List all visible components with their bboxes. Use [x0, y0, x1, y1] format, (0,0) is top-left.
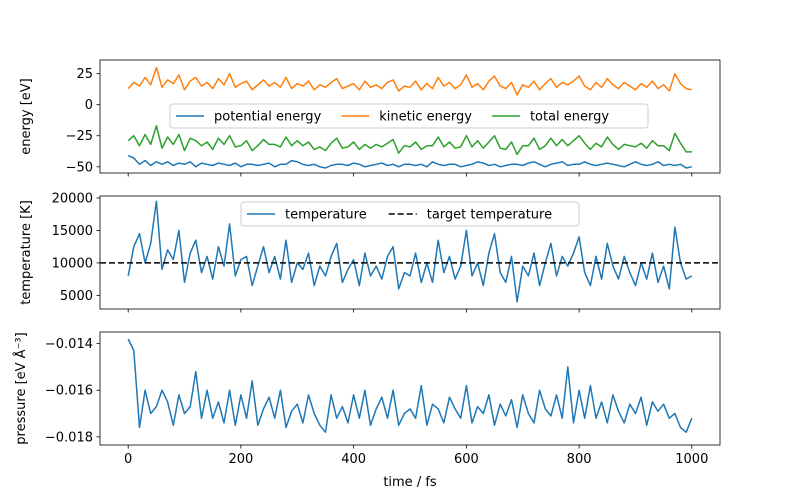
y-tick-label: −0.016	[45, 384, 93, 399]
y-tick-label: 25	[76, 67, 93, 82]
legend-label: potential energy	[214, 110, 322, 125]
legend-label: total energy	[530, 110, 609, 125]
legend: potential energy kinetic energy total ener…	[169, 103, 649, 129]
y-tick-label: 5000	[60, 289, 93, 304]
series-potential-energy-line	[127, 154, 692, 169]
series-total-energy-line	[127, 125, 692, 156]
legend-label: temperature	[285, 208, 367, 223]
y-tick-label: 20000	[52, 191, 93, 206]
y-tick-label: −0.018	[45, 430, 93, 445]
panel-1: 25 0 −25 −50 energy [eV] potential energy kine…	[19, 59, 721, 177]
y-tick-label: −25	[66, 129, 93, 144]
x-axis-label: time / fs	[383, 475, 437, 490]
y-tick-label: 15000	[52, 224, 93, 239]
y-axis-label: temperature [K]	[19, 200, 34, 305]
axes-frame	[99, 195, 721, 310]
legend-box	[169, 103, 649, 129]
x-tick-label: 200	[228, 452, 253, 467]
x-tick-label: 0	[124, 452, 132, 467]
x-tick-label: 1000	[675, 452, 708, 467]
panels: 25 0 −25 −50 energy [eV] potential energy kine…	[13, 59, 721, 490]
y-tick-label: −50	[66, 160, 93, 175]
legend-label: target temperature	[427, 208, 552, 223]
legend: temperature target temperature	[240, 201, 580, 227]
panel-2: 20000 15000 10000 5000 temperature [K] temper…	[19, 191, 721, 313]
axes-frame	[99, 331, 721, 446]
axes-frame	[99, 59, 721, 174]
panel-3: −0.014 −0.016 −0.018 0 200 400 600 800 1000 press…	[13, 331, 721, 490]
x-tick-label: 800	[567, 452, 592, 467]
x-tick-label: 400	[341, 452, 366, 467]
y-tick-label: 0	[85, 98, 93, 113]
y-tick-label: 10000	[52, 256, 93, 271]
series-kinetic-energy-line	[127, 66, 692, 96]
legend-label: kinetic energy	[379, 110, 472, 125]
x-tick-label: 600	[454, 452, 479, 467]
y-tick-label: −0.014	[45, 337, 93, 352]
y-axis-label: energy [eV]	[19, 78, 34, 154]
y-axis-label: pressure [eV Å⁻³]	[13, 332, 29, 444]
series-temperature-line	[127, 200, 693, 303]
series-pressure-line	[127, 338, 693, 433]
